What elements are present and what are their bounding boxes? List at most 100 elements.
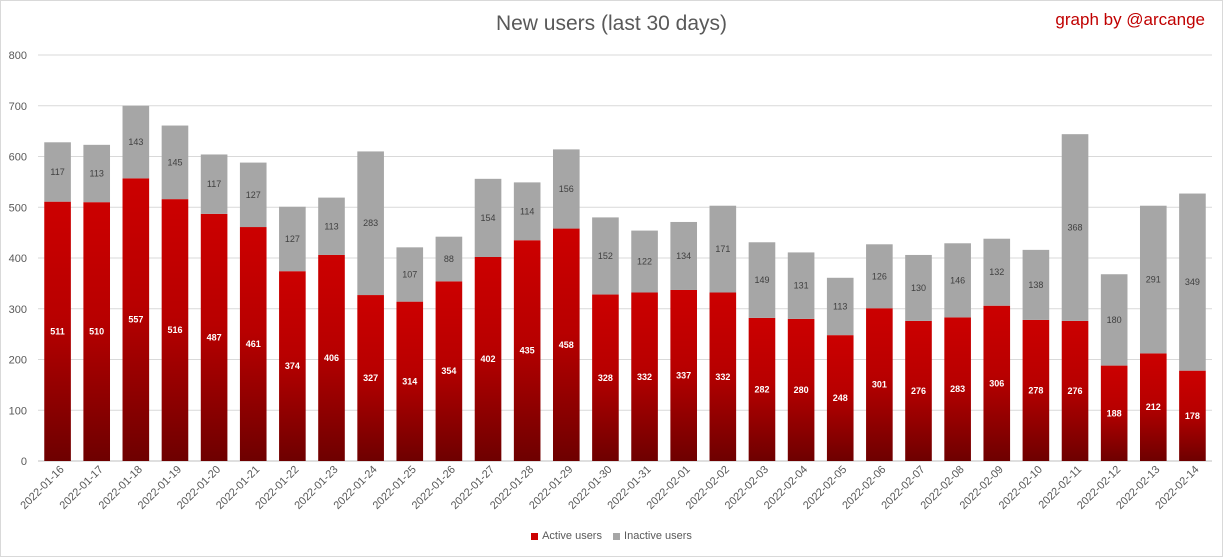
bar-active — [631, 292, 658, 461]
bar-inactive — [435, 236, 463, 282]
bar-active — [552, 228, 580, 461]
data-label-inactive: 131 — [794, 281, 809, 291]
bar-inactive — [396, 247, 424, 302]
bar-active — [122, 178, 150, 461]
bar-active — [474, 256, 502, 461]
data-label-inactive: 88 — [444, 254, 454, 264]
data-label-active: 516 — [167, 325, 182, 335]
data-label-active: 276 — [1068, 386, 1083, 396]
bar-active — [670, 289, 698, 461]
bar-inactive — [670, 221, 698, 290]
bar-inactive — [83, 144, 111, 203]
bar-inactive — [1139, 205, 1167, 354]
bar-active — [357, 295, 384, 461]
bar-inactive — [1100, 274, 1128, 366]
y-tick-label: 700 — [9, 101, 27, 113]
bar-inactive — [318, 197, 345, 255]
data-label-inactive: 152 — [598, 251, 613, 261]
y-tick-label: 100 — [9, 405, 27, 417]
data-label-active: 280 — [794, 385, 809, 395]
y-axis-ticks: 0 100 200 300 400 500 600 700 800 — [9, 50, 27, 468]
legend-swatch-inactive — [613, 532, 621, 540]
bar-active — [944, 317, 971, 461]
data-label-active: 557 — [128, 315, 143, 325]
bar-active — [983, 305, 1011, 461]
data-label-active: 301 — [872, 380, 887, 390]
data-label-active: 461 — [246, 339, 261, 349]
bar-inactive — [44, 142, 71, 202]
bar-inactive — [905, 254, 932, 321]
data-label-inactive: 154 — [481, 213, 496, 223]
data-label-inactive: 349 — [1185, 277, 1200, 287]
data-label-active: 328 — [598, 373, 613, 383]
data-label-inactive: 127 — [246, 190, 261, 200]
bar-inactive — [748, 242, 776, 318]
bar-inactive — [161, 125, 189, 200]
legend-label-active: Active users — [542, 530, 602, 542]
bar-inactive — [787, 252, 815, 319]
bar-active — [513, 240, 541, 461]
bar-active — [200, 213, 228, 461]
data-label-inactive: 117 — [207, 179, 221, 189]
bar-inactive — [866, 244, 893, 309]
bar-inactive — [592, 217, 619, 295]
data-label-active: 337 — [676, 370, 691, 380]
y-tick-label: 500 — [9, 202, 27, 214]
data-label-inactive: 122 — [637, 257, 652, 267]
data-label-inactive: 126 — [872, 271, 887, 281]
chart-title: New users (last 30 days) — [495, 12, 728, 35]
data-label-inactive: 134 — [676, 251, 691, 261]
bar-inactive — [1179, 193, 1206, 371]
bar-inactive — [983, 238, 1011, 306]
bar-active — [396, 301, 424, 461]
data-label-active: 511 — [50, 326, 65, 336]
data-label-active: 487 — [207, 332, 222, 342]
data-label-active: 278 — [1028, 385, 1043, 395]
bar-active — [318, 254, 345, 461]
y-tick-label: 200 — [9, 355, 27, 367]
bar-inactive — [513, 182, 541, 241]
data-label-inactive: 146 — [950, 275, 965, 285]
bar-inactive — [474, 178, 502, 257]
legend-label-inactive: Inactive users — [624, 530, 692, 542]
data-label-active: 406 — [324, 353, 339, 363]
bar-inactive — [357, 151, 384, 296]
data-label-inactive: 117 — [50, 167, 64, 177]
data-label-inactive: 132 — [989, 267, 1004, 277]
y-tick-label: 400 — [9, 253, 27, 265]
data-label-inactive: 283 — [363, 218, 378, 228]
y-tick-label: 600 — [9, 152, 27, 164]
data-label-inactive: 113 — [833, 301, 847, 311]
y-tick-label: 300 — [9, 304, 27, 316]
bars — [44, 105, 1206, 462]
bar-inactive — [552, 149, 580, 229]
bar-active — [279, 271, 306, 461]
grid-lines — [38, 54, 1212, 462]
data-label-active: 332 — [715, 372, 730, 382]
data-label-active: 282 — [754, 384, 769, 394]
data-labels: 511 117 510 113 557 143 516 145 487 117 461 127 374 1… — [50, 137, 1200, 421]
data-label-active: 510 — [89, 327, 104, 337]
data-label-active: 188 — [1107, 408, 1122, 418]
data-label-inactive: 145 — [167, 157, 182, 167]
legend-swatch-active — [531, 532, 539, 540]
bar-inactive — [122, 105, 150, 179]
data-label-active: 314 — [402, 376, 417, 386]
bar-active — [905, 320, 932, 461]
data-label-active: 178 — [1185, 411, 1200, 421]
bar-inactive — [1022, 249, 1050, 320]
bar-active — [161, 199, 189, 461]
bar-active — [1022, 319, 1050, 461]
bar-active — [1061, 320, 1089, 461]
data-label-inactive: 113 — [324, 221, 338, 231]
bar-active — [826, 335, 854, 461]
bar-active — [592, 294, 619, 461]
data-label-inactive: 130 — [911, 283, 926, 293]
bar-inactive — [826, 277, 854, 336]
data-label-active: 332 — [637, 372, 652, 382]
bar-inactive — [709, 205, 737, 293]
data-label-inactive: 180 — [1107, 315, 1122, 325]
bar-inactive — [631, 230, 658, 293]
bar-active — [1179, 370, 1206, 461]
